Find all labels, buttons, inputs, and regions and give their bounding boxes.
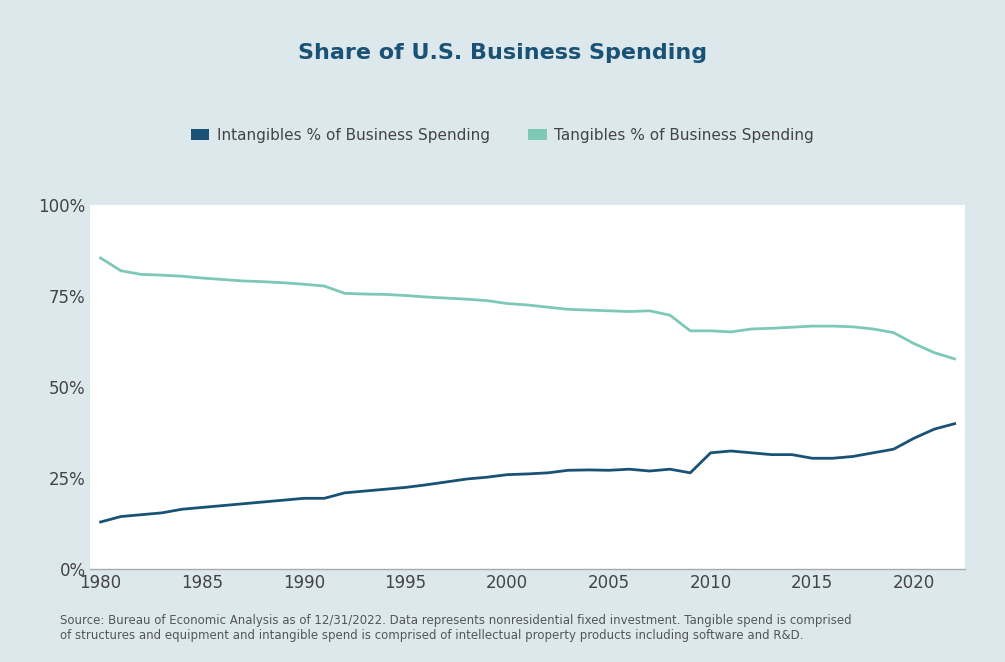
Text: Share of U.S. Business Spending: Share of U.S. Business Spending (297, 43, 708, 63)
Text: Source: Bureau of Economic Analysis as of 12/31/2022. Data represents nonresiden: Source: Bureau of Economic Analysis as o… (60, 614, 852, 642)
Legend: Intangibles % of Business Spending, Tangibles % of Business Spending: Intangibles % of Business Spending, Tang… (184, 120, 821, 150)
